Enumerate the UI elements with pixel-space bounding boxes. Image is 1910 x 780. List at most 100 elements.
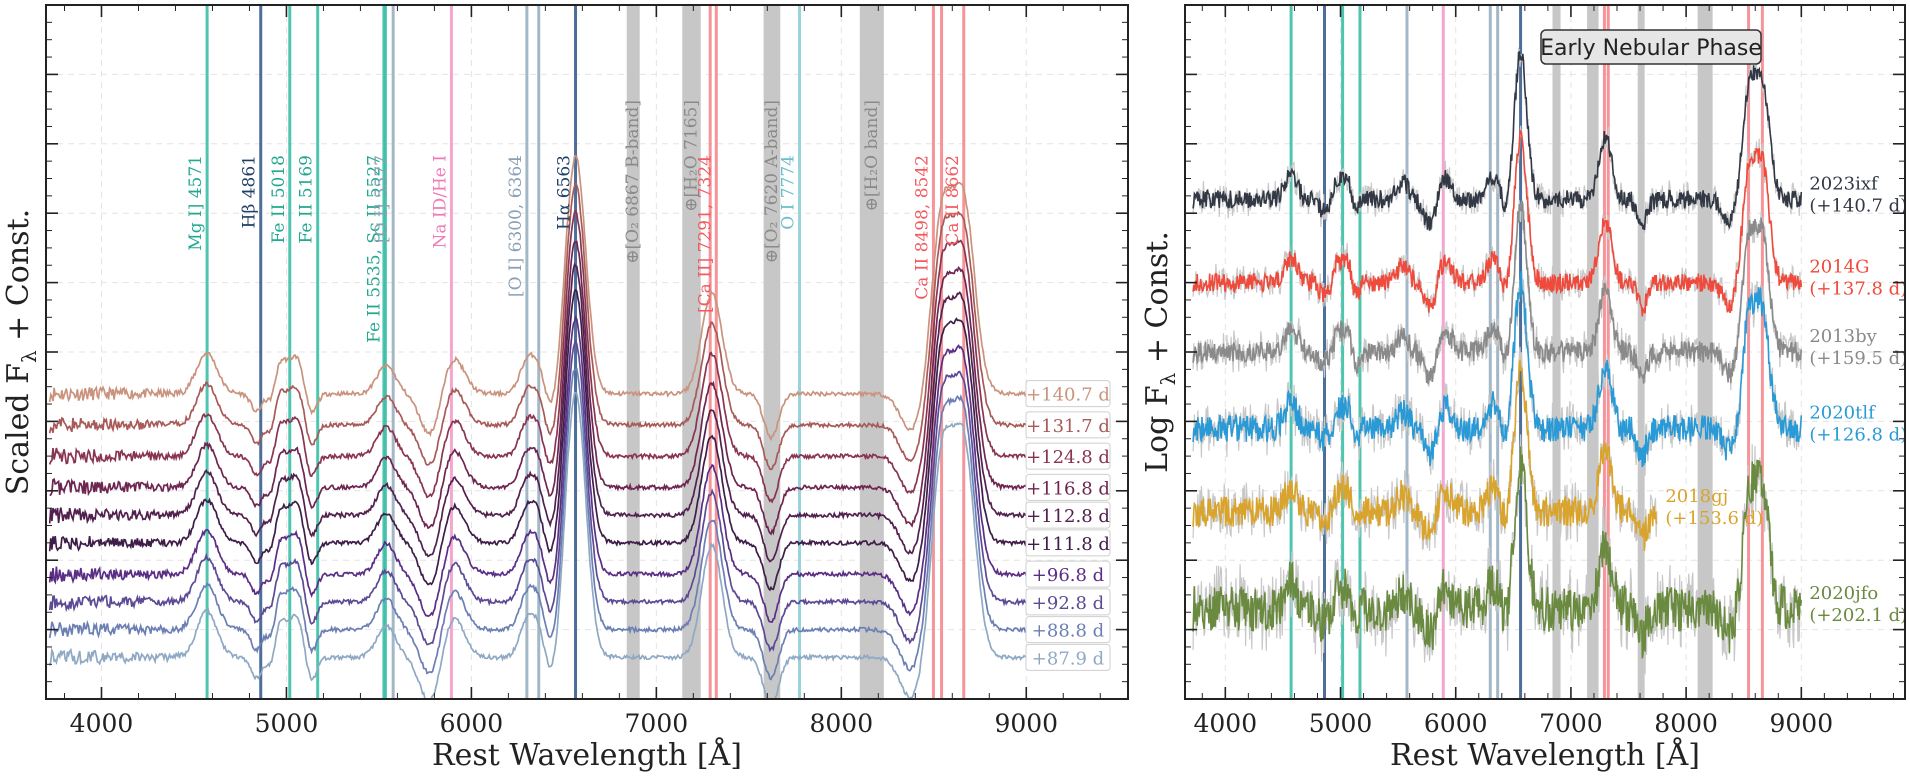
left-ylabel: Scaled Fλ + Const. <box>1 209 41 495</box>
left-telluric-bands <box>626 5 884 699</box>
telluric-band <box>626 5 640 699</box>
spectrum-2014g <box>1192 129 1803 317</box>
epoch-tag-112-8-d: +112.8 d <box>1025 501 1111 529</box>
spectrum-88-8-d <box>48 367 1027 681</box>
telluric-band <box>1637 5 1645 699</box>
epoch-box <box>1025 501 1111 529</box>
telluric-band <box>1587 5 1599 699</box>
epoch-label: +92.8 d <box>1032 593 1104 614</box>
left-epoch-labels: +140.7 d +131.7 d +124.8 d +116.8 d +112.8 d… <box>1025 380 1111 671</box>
epoch-label: +88.8 d <box>1032 621 1104 642</box>
epoch-box <box>1025 529 1111 557</box>
left-panel: Mg I] 4571 Hβ 4861 Fe II 5018 Fe II 5169 Fe … <box>1 4 1129 773</box>
sn-phase: (+153.6 d) <box>1665 508 1763 529</box>
line-label-ca-ii-8498-8542: Ca II 8498, 8542 <box>912 155 932 300</box>
xtick-label: 6000 <box>440 709 504 738</box>
epoch-box <box>1025 411 1111 439</box>
line-label-fe-ii-5535-sc-ii-5527: Fe II 5535, Sc II 5527 <box>364 155 384 343</box>
epoch-tag-116-8-d: +116.8 d <box>1025 473 1111 501</box>
band-label: ⊕[O₂ 7620 A-band] <box>762 100 782 263</box>
sn-label-2018gj: 2018gj(+153.6 d) <box>1665 486 1763 529</box>
epoch-tag-92-8-d: +92.8 d <box>1025 588 1111 616</box>
spectrum-2023ixf <box>1192 50 1803 231</box>
epoch-tag-124-8-d: +124.8 d <box>1025 442 1111 470</box>
left-spectra <box>48 154 1028 699</box>
sn-phase: (+202.1 d) <box>1809 605 1907 626</box>
line-label-o-i-6300-6364: [O I] 6300, 6364 <box>506 155 526 297</box>
spectrum-96-8-d <box>48 315 1028 623</box>
xtick-label: 8000 <box>810 709 874 738</box>
spectrum-112-8-d <box>48 262 1027 563</box>
epoch-tag-131-7-d: +131.7 d <box>1025 411 1111 439</box>
spectrum-2020tlf <box>1192 269 1803 468</box>
line-label-fe-ii-5018: Fe II 5018 <box>269 155 289 243</box>
band-label: ⊕[H₂O band] <box>862 100 882 211</box>
line-label-ca-ii-8662: Ca II 8662 <box>943 155 963 246</box>
epoch-label: +131.7 d <box>1026 416 1110 437</box>
sn-label-2020tlf: 2020tlf(+126.8 d) <box>1809 402 1907 445</box>
spectrum-140-7-d <box>48 154 1027 442</box>
right-xlabel: Rest Wavelength [Å] <box>1390 737 1700 773</box>
xtick-label: 8000 <box>1654 709 1718 738</box>
epoch-label: +112.8 d <box>1026 506 1110 527</box>
line-label-mg-i-4571: Mg I] 4571 <box>186 155 206 251</box>
spectrum-2013by <box>1192 200 1803 385</box>
sn-phase: (+137.8 d) <box>1809 279 1907 300</box>
spectrum-87-9-d <box>48 391 1027 699</box>
epoch-tag-111-8-d: +111.8 d <box>1025 529 1111 557</box>
epoch-box <box>1025 643 1111 671</box>
spectrum-111-8-d <box>48 288 1028 592</box>
sn-label-2013by: 2013by(+159.5 d) <box>1809 326 1907 369</box>
phase-annotation-text: Early Nebular Phase <box>1540 36 1762 61</box>
spectrum-2018gj <box>1192 359 1658 551</box>
line-label-h-4861: Hβ 4861 <box>240 155 260 228</box>
epoch-tag-88-8-d: +88.8 d <box>1025 616 1111 644</box>
epoch-box <box>1025 588 1111 616</box>
sn-label-2023ixf: 2023ixf(+140.7 d) <box>1809 173 1907 216</box>
xtick-label: 9000 <box>1770 709 1834 738</box>
epoch-label: +87.9 d <box>1032 648 1104 669</box>
line-label-o-i-5577: [O I] 5577 <box>372 155 392 243</box>
right-ticks: 4000 5000 6000 7000 8000 9000 <box>1185 4 1905 738</box>
sn-phase: (+159.5 d) <box>1809 348 1907 369</box>
xtick-label: 6000 <box>1424 709 1488 738</box>
sn-name: 2014G <box>1809 257 1869 278</box>
sn-name: 2020jfo <box>1809 583 1878 604</box>
epoch-box <box>1025 473 1111 501</box>
right-sn-labels: 2023ixf(+140.7 d) 2014G(+137.8 d) 2013by(+… <box>1665 173 1907 625</box>
epoch-tag-96-8-d: +96.8 d <box>1025 560 1111 588</box>
spectrum-124-8-d <box>48 209 1027 504</box>
xtick-label: 7000 <box>1539 709 1603 738</box>
line-label-na-id-he-i: Na ID/He I <box>430 155 450 249</box>
telluric-band <box>682 5 701 699</box>
spectrum-2020jfo <box>1192 446 1803 659</box>
xtick-label: 9000 <box>994 709 1058 738</box>
epoch-box <box>1025 616 1111 644</box>
phase-annotation-box <box>1540 29 1762 65</box>
line-label-h-6563: Hα 6563 <box>555 155 575 230</box>
line-label-o-i-7774: O I 7774 <box>779 155 799 230</box>
epoch-tag-87-9-d: +87.9 d <box>1025 643 1111 671</box>
left-xlabel: Rest Wavelength [Å] <box>432 737 742 773</box>
left-line-labels: Mg I] 4571 Hβ 4861 Fe II 5018 Fe II 5169 Fe … <box>186 155 963 343</box>
xtick-label: 5000 <box>255 709 319 738</box>
right-spectra <box>1192 46 1803 675</box>
sn-phase: (+126.8 d) <box>1809 424 1907 445</box>
sn-label-2014g: 2014G(+137.8 d) <box>1809 257 1907 300</box>
sn-name: 2018gj <box>1665 486 1728 507</box>
xtick-label: 4000 <box>1194 709 1258 738</box>
right-ylabel: Log Fλ + Const. <box>1140 231 1180 473</box>
band-label: ⊕[O₂ 6867 B-band] <box>623 100 643 264</box>
line-label-ca-ii-7291-7324: [Ca II] 7291, 7324 <box>695 155 715 313</box>
epoch-label: +116.8 d <box>1026 478 1110 499</box>
epoch-box <box>1025 442 1111 470</box>
spectrum-131-7-d <box>48 181 1027 471</box>
sn-label-2020jfo: 2020jfo(+202.1 d) <box>1809 583 1907 626</box>
epoch-label: +111.8 d <box>1026 534 1110 555</box>
telluric-band <box>859 5 884 699</box>
epoch-tag-140-7-d: +140.7 d <box>1025 380 1111 408</box>
left-band-labels: ⊕[O₂ 6867 B-band] ⊕[H₂O 7165] ⊕[O₂ 7620 A-… <box>623 100 882 264</box>
sn-name: 2020tlf <box>1809 402 1876 423</box>
xtick-label: 7000 <box>625 709 689 738</box>
